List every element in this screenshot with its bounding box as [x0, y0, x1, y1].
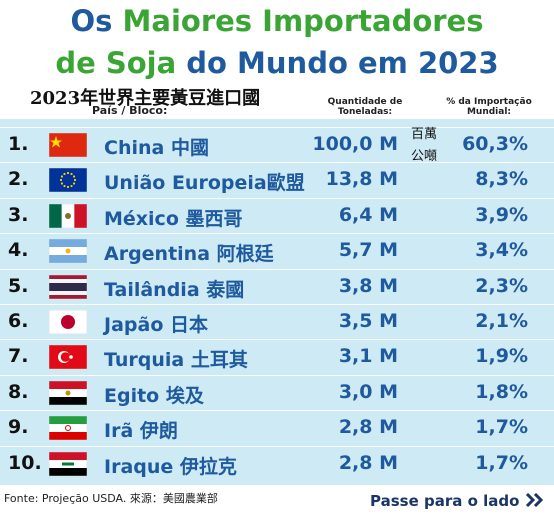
- table-row: 5. Tailândia 泰國 3,8 M 2,3%: [0, 268, 554, 304]
- source: Fonte: Projeção USDA. 來源：美國農業部: [4, 492, 218, 505]
- flag: [48, 415, 88, 444]
- table-row: 6. Japão 日本 3,5 M 2,1%: [0, 304, 554, 339]
- share: 1,7%: [475, 416, 528, 439]
- table: 1. China 中國 100,0 M 60,3% 2. União Europeia歐盟…: [0, 119, 554, 485]
- flag: [48, 168, 88, 196]
- country-name: Argentina 阿根廷: [104, 243, 274, 266]
- unit-note: 百萬 公噸: [411, 127, 438, 164]
- flag: [48, 309, 88, 338]
- share: 1,9%: [475, 345, 528, 368]
- title-line: Os Maiores Importadores: [0, 4, 554, 38]
- subtitle: 2023年世界主要黃豆進口國: [30, 88, 261, 109]
- flag-image: [48, 274, 88, 299]
- flag-image: [48, 345, 88, 370]
- flag: [48, 274, 88, 303]
- share: 1,7%: [475, 451, 528, 474]
- quantity: 3,1 M: [338, 345, 398, 368]
- share: 1,8%: [475, 380, 528, 403]
- share: 3,4%: [475, 239, 528, 262]
- rank: 10.: [8, 451, 42, 474]
- title-part: Maiores Importadores: [122, 4, 484, 38]
- column-header: Quantidade de Toneladas:: [327, 97, 403, 117]
- rank: 4.: [8, 239, 29, 262]
- share: 2,1%: [475, 310, 528, 332]
- chevrons: [525, 492, 543, 508]
- quantity: 5,7 M: [338, 239, 398, 262]
- flag-image: [48, 132, 88, 158]
- table-row: 2. União Europeia歐盟 13,8 M 8,3%: [0, 162, 554, 197]
- quantity: 100,0 M: [312, 133, 398, 155]
- quantity: 3,0 M: [338, 380, 398, 403]
- table-row: 8. Egito 埃及 3,0 M 1,8%: [0, 374, 554, 410]
- column-header: País / Bloco:: [92, 104, 168, 117]
- next-label[interactable]: Passe para o lado: [370, 492, 520, 510]
- country-name: Egito 埃及: [104, 384, 204, 407]
- country-name: Iraque 伊拉克: [104, 455, 237, 478]
- country-name: China 中國: [104, 137, 209, 159]
- share: 8,3%: [475, 168, 528, 191]
- table-row: 3. México 墨西哥 6,4 M 3,9%: [0, 197, 554, 233]
- quantity: 3,5 M: [338, 310, 398, 332]
- table-row: 1. China 中國 100,0 M 60,3%: [0, 127, 554, 162]
- share: 2,3%: [475, 274, 528, 297]
- flag-image: [48, 415, 88, 441]
- quantity: 2,8 M: [338, 451, 398, 474]
- country-name: México 墨西哥: [104, 207, 243, 230]
- table-row: 9. Irã 伊朗 2,8 M 1,7%: [0, 410, 554, 445]
- rank: 2.: [8, 168, 29, 191]
- country-name: Irã 伊朗: [104, 420, 178, 443]
- flag-image: [48, 238, 88, 264]
- flag-image: [48, 168, 88, 193]
- quantity: 2,8 M: [338, 416, 398, 439]
- flag-image: [48, 451, 88, 476]
- flag: [48, 238, 88, 267]
- table-row: 7. Turquia 土耳其 3,1 M 1,9%: [0, 339, 554, 374]
- quantity: 3,8 M: [338, 274, 398, 297]
- share: 60,3%: [462, 133, 528, 155]
- country-name: Turquia 土耳其: [104, 349, 248, 372]
- flag: [48, 451, 88, 480]
- quantity: 13,8 M: [325, 168, 398, 191]
- rank: 5.: [8, 274, 29, 297]
- country-name: Tailândia 泰國: [104, 278, 245, 301]
- flag-image: [48, 380, 88, 406]
- country-name: Japão 日本: [104, 314, 208, 336]
- flag-image: [48, 309, 88, 335]
- flag: [48, 132, 88, 161]
- flag: [48, 345, 88, 373]
- title-part: de Soja: [55, 46, 177, 80]
- rank: 6.: [8, 310, 29, 332]
- flag: [48, 203, 88, 232]
- title-line: de Soja do Mundo em 2023: [0, 46, 554, 80]
- flag-image: [48, 203, 88, 229]
- title-part: do Mundo em 2023: [186, 46, 499, 80]
- rank: 8.: [8, 380, 29, 403]
- country-name: União Europeia歐盟: [104, 172, 305, 195]
- share: 3,9%: [475, 203, 528, 226]
- column-header: % da Importação Mundial:: [446, 97, 532, 117]
- rank: 9.: [8, 416, 29, 439]
- rank: 7.: [8, 345, 29, 368]
- rank: 3.: [8, 203, 29, 226]
- title-part: Os: [70, 4, 113, 38]
- table-row: 4. Argentina 阿根廷 5,7 M 3,4%: [0, 233, 554, 268]
- quantity: 6,4 M: [338, 203, 398, 226]
- table-row: 10. Iraque 伊拉克 2,8 M 1,7%: [0, 445, 554, 481]
- flag: [48, 380, 88, 409]
- rank: 1.: [8, 133, 29, 155]
- next-button[interactable]: Passe para o lado: [370, 492, 545, 510]
